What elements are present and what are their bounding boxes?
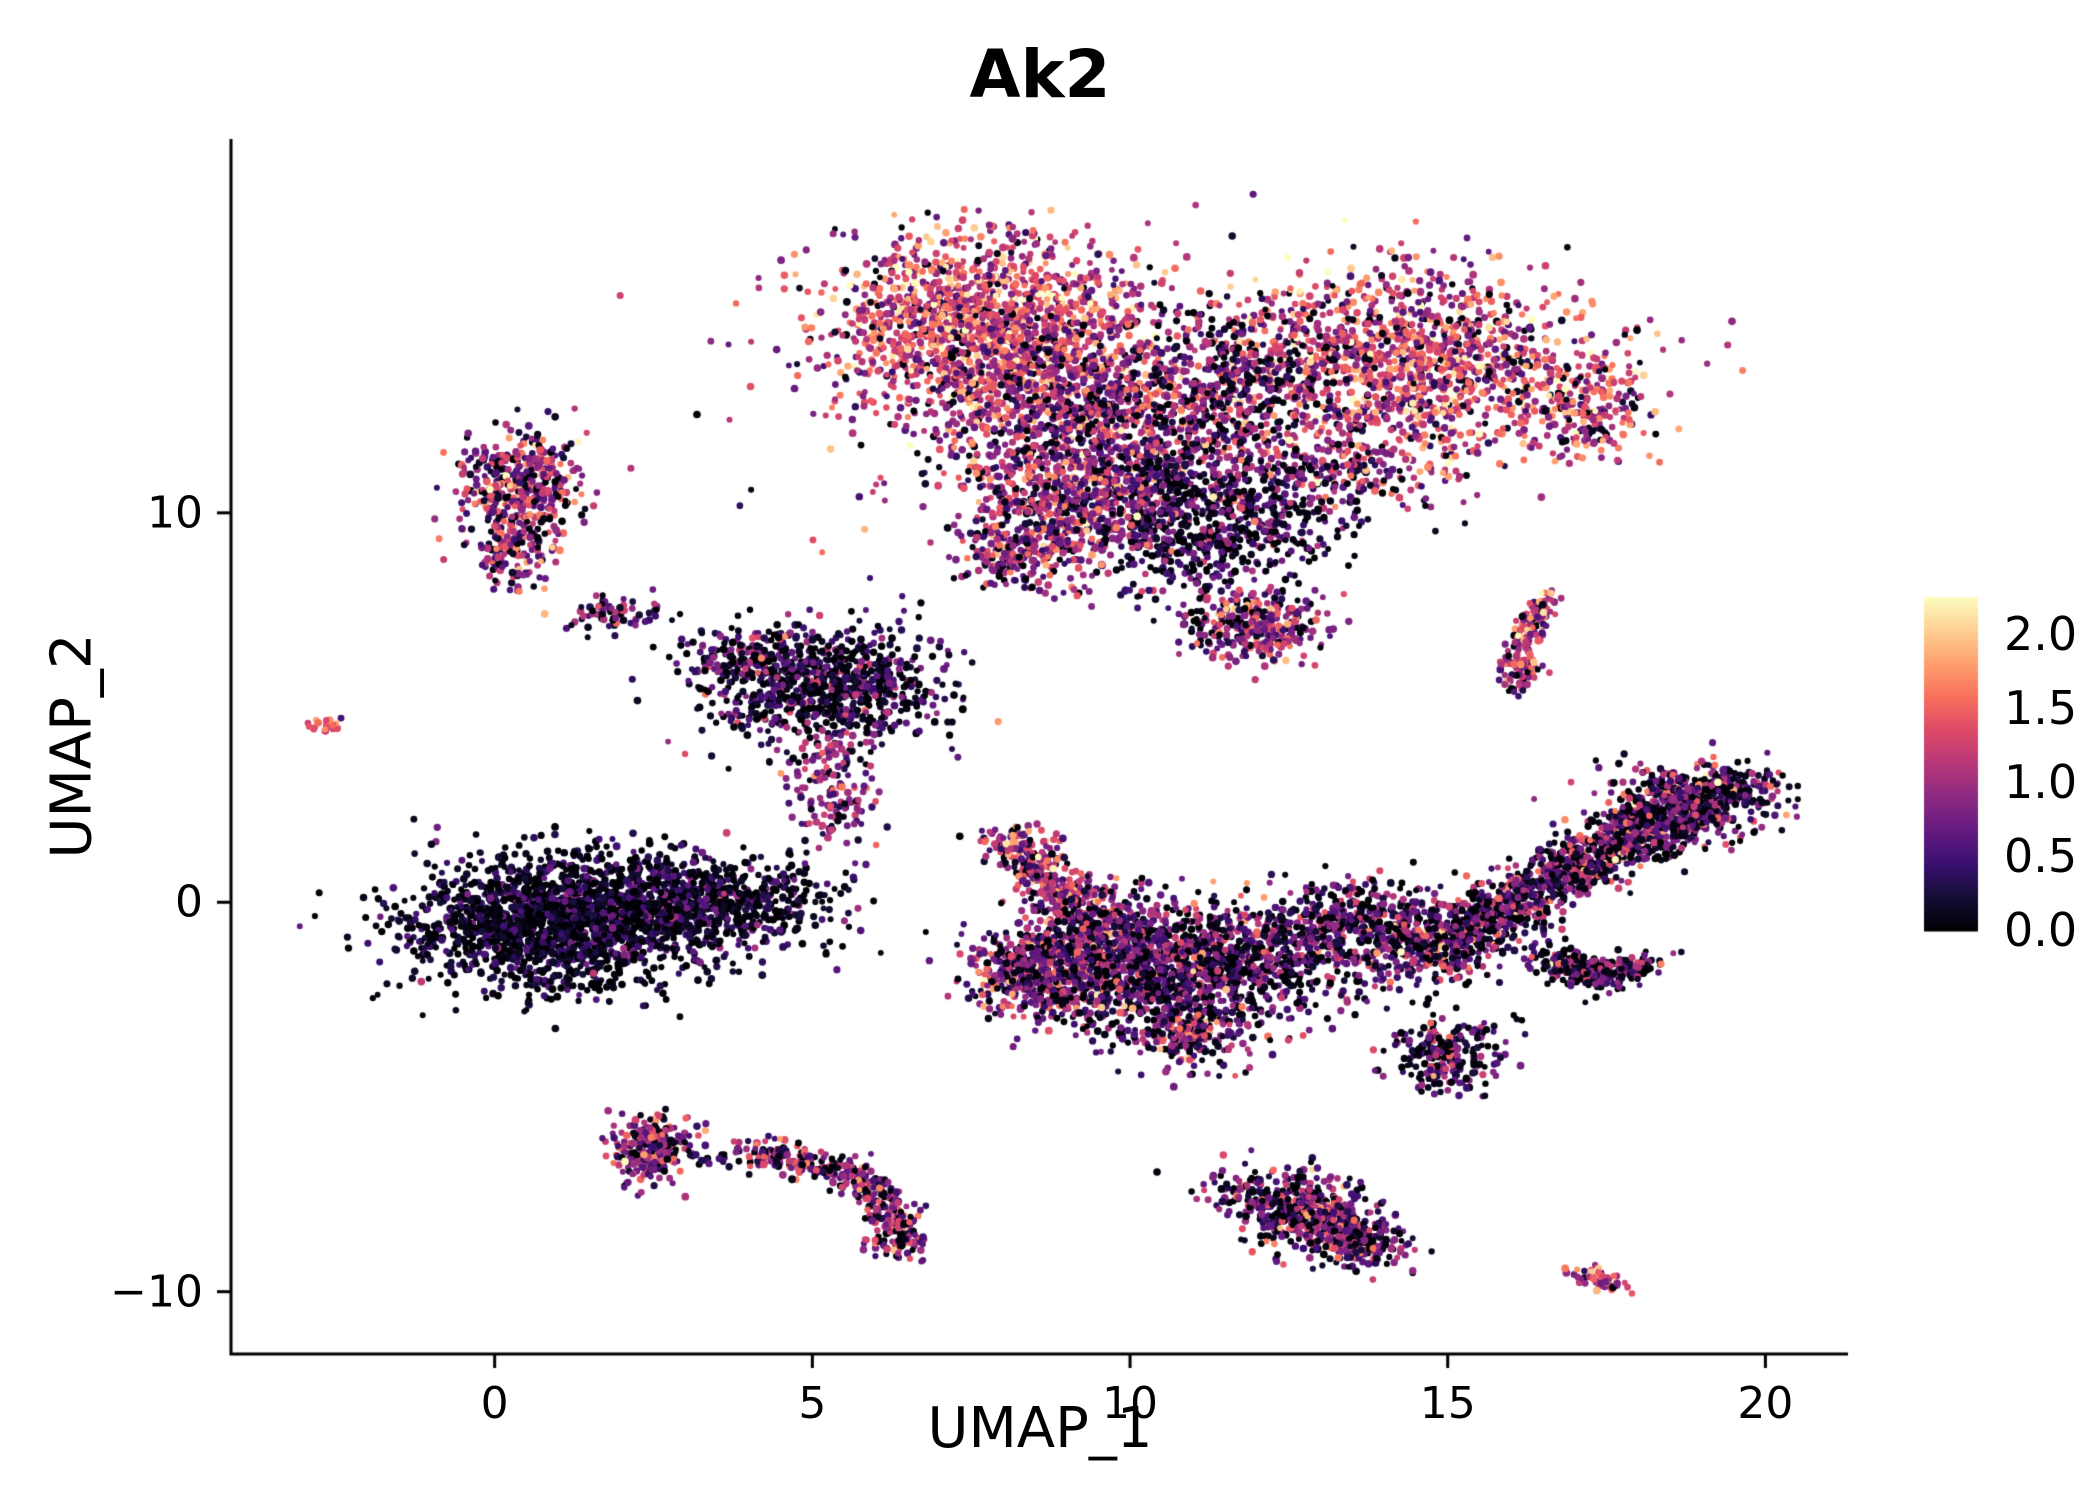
x-tick-label: 5	[798, 1378, 827, 1429]
colorbar-tick-label: 1.0	[2004, 755, 2078, 809]
x-tick-label: 15	[1419, 1378, 1476, 1429]
y-axis-title: UMAP_2	[39, 633, 105, 859]
y-tick-label: 10	[147, 487, 203, 539]
colorbar-tick-label: 1.5	[2004, 681, 2078, 735]
colorbar-tick-label: 0.0	[2004, 903, 2078, 957]
colorbar-tick-label: 2.0	[2004, 607, 2078, 661]
chart-title: Ak2	[969, 36, 1111, 113]
colorbar-tick-label: 0.5	[2004, 829, 2078, 883]
x-tick-label: 10	[1102, 1378, 1159, 1429]
x-tick-label: 0	[480, 1378, 509, 1429]
x-axis-title: UMAP_1	[927, 1396, 1153, 1461]
x-tick-label: 20	[1737, 1378, 1794, 1429]
y-tick-label: −10	[110, 1266, 203, 1318]
y-tick-label: 0	[175, 876, 203, 928]
